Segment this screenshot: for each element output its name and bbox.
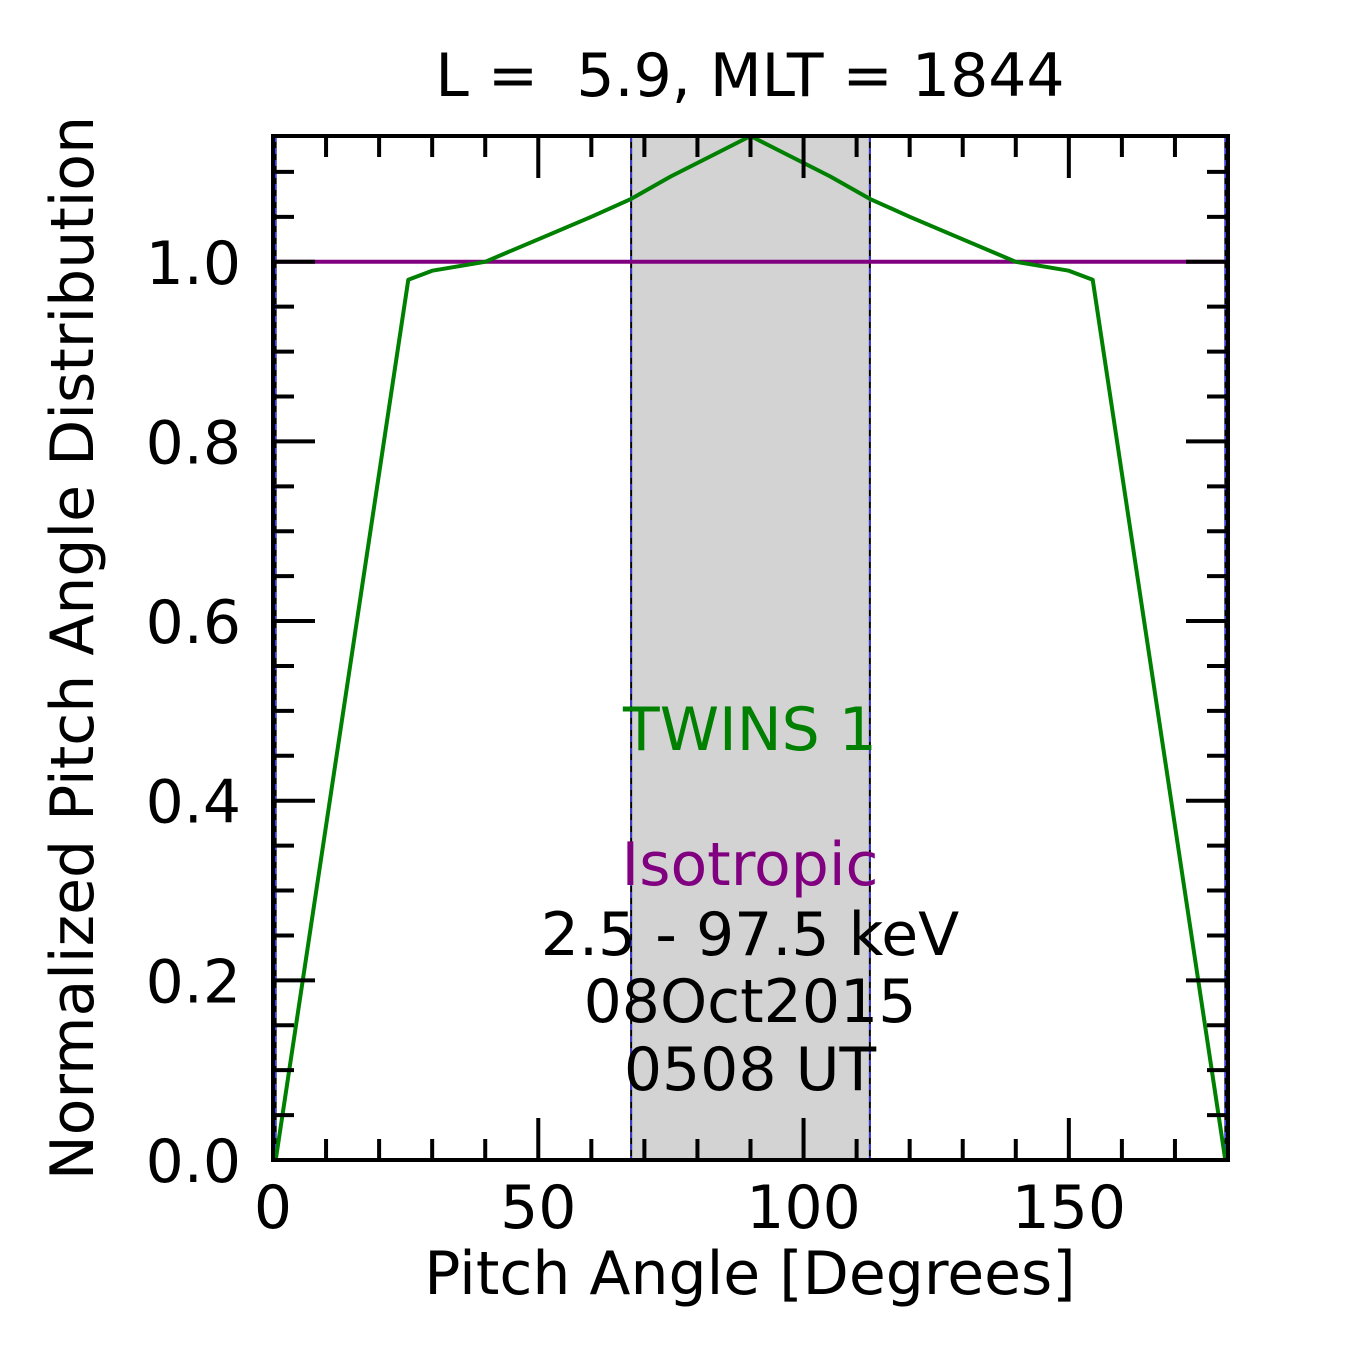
tick-labels: 0 50 100 150 0.0 0.2 0.4 0.6 0.8 1.0 [146,229,1127,1243]
x-axis-label: Pitch Angle [Degrees] [424,1239,1075,1309]
x-tick-label-0: 0 [254,1173,292,1243]
y-tick-label-2: 0.4 [146,768,241,838]
axis-ticks [271,136,1230,1162]
y-tick-label-0: 0.0 [146,1127,241,1197]
x-tick-label-3: 150 [1012,1173,1127,1243]
annotation-date: 08Oct2015 [584,967,917,1037]
annotation-twins-label: TWINS 1 [622,695,877,765]
x-tick-label-2: 100 [746,1173,861,1243]
chart-title: L = 5.9, MLT = 1844 [435,41,1064,111]
loss-cone-shaded-region [631,136,870,1160]
y-tick-label-4: 0.8 [146,408,241,478]
y-tick-label-1: 0.2 [146,947,241,1017]
annotation-isotropic-label: Isotropic [622,830,879,900]
plot-frame [271,134,1230,1162]
y-tick-label-5: 1.0 [146,229,241,299]
annotation-time: 0508 UT [624,1035,877,1105]
x-tick-label-1: 50 [500,1173,576,1243]
y-tick-label-3: 0.6 [146,588,241,658]
y-axis-label: Normalized Pitch Angle Distribution [38,116,108,1180]
annotation-energy-range: 2.5 - 97.5 keV [541,900,959,970]
